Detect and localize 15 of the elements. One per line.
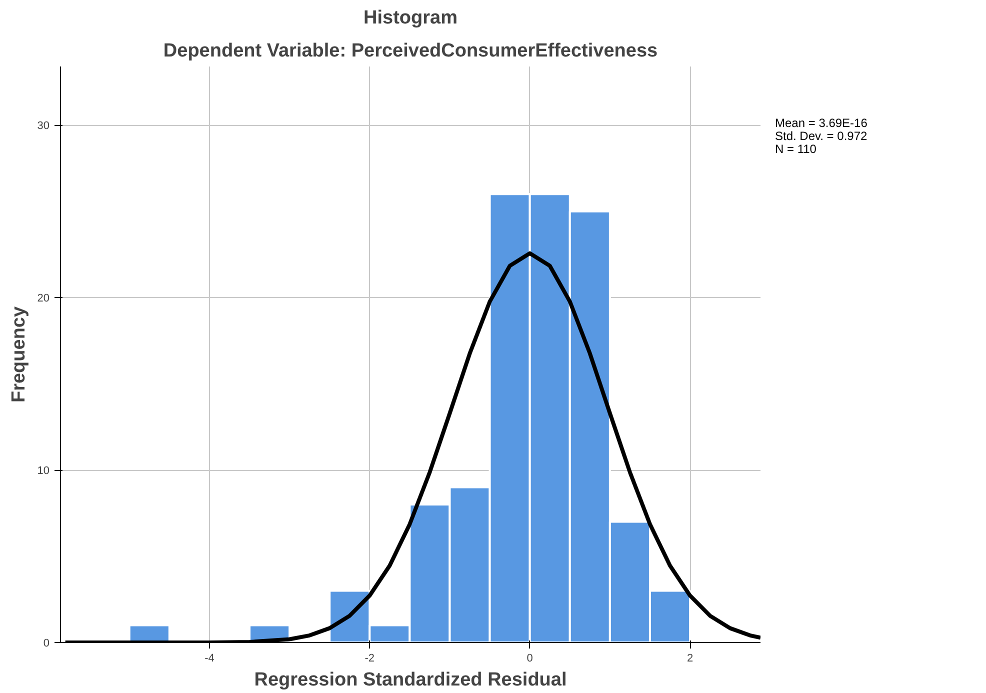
x-tick-label: -4	[204, 652, 214, 664]
text: Std. Dev. = 0.972	[775, 129, 868, 143]
text: Mean = 3.69E-16	[775, 116, 868, 130]
x-tick-label: -2	[364, 652, 375, 664]
chart-title: Histogram	[364, 8, 458, 28]
text: N = 110	[775, 142, 818, 156]
chart-subtitle: Dependent Variable: PerceivedConsumerEffectiveness	[163, 40, 658, 62]
y-tick-label: 10	[37, 465, 50, 478]
x-axis-title: Regression Standardized Residual	[254, 670, 567, 690]
x-tick-label: 0	[526, 652, 533, 664]
x-tick-label: 2	[686, 652, 694, 664]
y-axis-title: Frequency	[8, 306, 30, 403]
y-tick-label: 20	[37, 292, 50, 305]
y-tick-label: 0	[43, 638, 50, 650]
y-tick-label: 30	[37, 120, 50, 132]
